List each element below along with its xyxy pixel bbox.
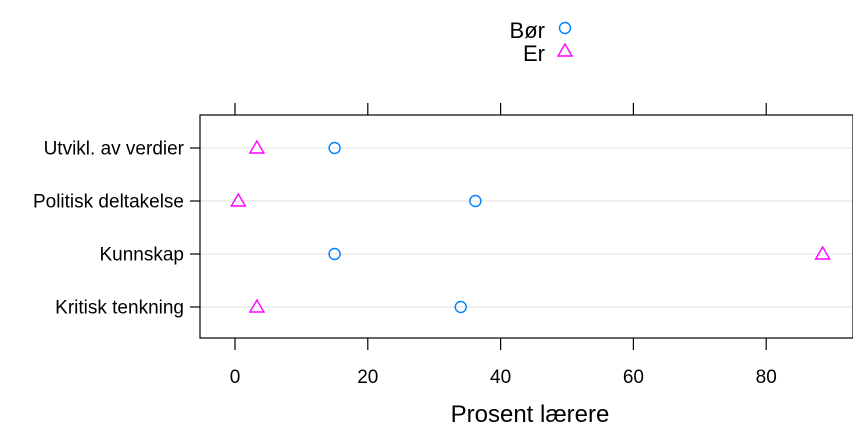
- point-bor-1: [469, 194, 482, 208]
- data-points: [230, 139, 831, 314]
- point-er-1: [230, 192, 247, 207]
- legend-marker-triangle: [556, 42, 574, 57]
- x-axis-ticks: 0 20 40 60 80: [230, 103, 777, 388]
- y-category-label: Kunnskap: [99, 245, 184, 266]
- legend: Bør Er: [510, 18, 574, 66]
- legend-entry-er: Er: [523, 41, 574, 66]
- gridlines: [200, 147, 853, 308]
- legend-label-bor: Bør: [510, 18, 545, 43]
- y-category-label: Utvikl. av verdier: [44, 139, 185, 160]
- y-category-label: Kritisk tenkning: [55, 298, 184, 319]
- plot-frame: [199, 114, 853, 339]
- x-tick-label-80: 80: [756, 367, 777, 388]
- point-bor-0: [328, 141, 341, 155]
- point-er-3: [248, 298, 266, 313]
- x-axis-label: Prosent lærere: [451, 401, 610, 427]
- x-tick-label-0: 0: [230, 367, 241, 388]
- point-er-0: [248, 139, 266, 154]
- legend-label-er: Er: [523, 41, 545, 66]
- x-tick-label-60: 60: [623, 367, 644, 388]
- x-tick-label-40: 40: [490, 367, 511, 388]
- legend-marker-circle: [558, 21, 572, 35]
- y-category-label: Politisk deltakelse: [33, 192, 184, 213]
- point-bor-2: [328, 247, 341, 261]
- legend-entry-bor: Bør: [510, 18, 572, 43]
- point-bor-3: [454, 300, 467, 314]
- y-axis-labels: Utvikl. av verdier Politisk deltakelse Kun…: [33, 139, 200, 319]
- x-tick-label-20: 20: [357, 367, 378, 388]
- point-er-2: [814, 245, 831, 260]
